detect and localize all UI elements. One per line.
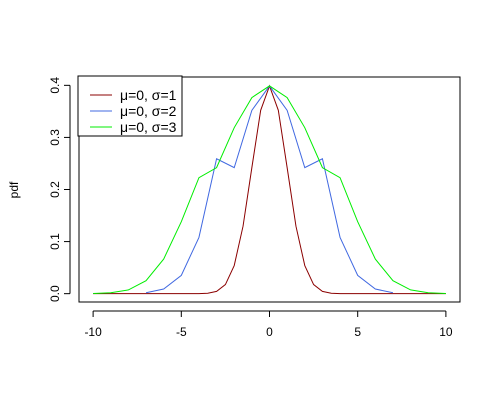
series-line-3 — [93, 85, 446, 295]
y-axis: 0.0 0.1 0.2 0.3 0.4 — [48, 77, 71, 302]
x-tick-label: -5 — [176, 325, 187, 339]
y-tick-label: 0.0 — [48, 285, 62, 302]
x-axis: -10 -5 0 5 10 — [84, 310, 453, 339]
legend-label: μ=0, σ=1 — [120, 87, 177, 103]
x-tick-label: -10 — [84, 325, 102, 339]
y-tick-label: 0.3 — [48, 129, 62, 146]
legend-label: μ=0, σ=3 — [120, 119, 177, 135]
series-line-2 — [145, 85, 394, 294]
legend: μ=0, σ=1μ=0, σ=2μ=0, σ=3 — [77, 75, 183, 137]
plot-lines — [93, 84, 446, 295]
x-tick-label: 5 — [354, 325, 361, 339]
y-axis-title: pdf — [7, 181, 21, 198]
x-tick-label: 10 — [439, 325, 453, 339]
y-tick-label: 0.1 — [48, 233, 62, 250]
plot-frame — [78, 76, 461, 303]
legend-label: μ=0, σ=2 — [120, 103, 177, 119]
y-tick-label: 0.4 — [48, 77, 62, 94]
x-tick-label: 0 — [266, 325, 273, 339]
legend-box — [77, 75, 183, 137]
y-tick-label: 0.2 — [48, 181, 62, 198]
